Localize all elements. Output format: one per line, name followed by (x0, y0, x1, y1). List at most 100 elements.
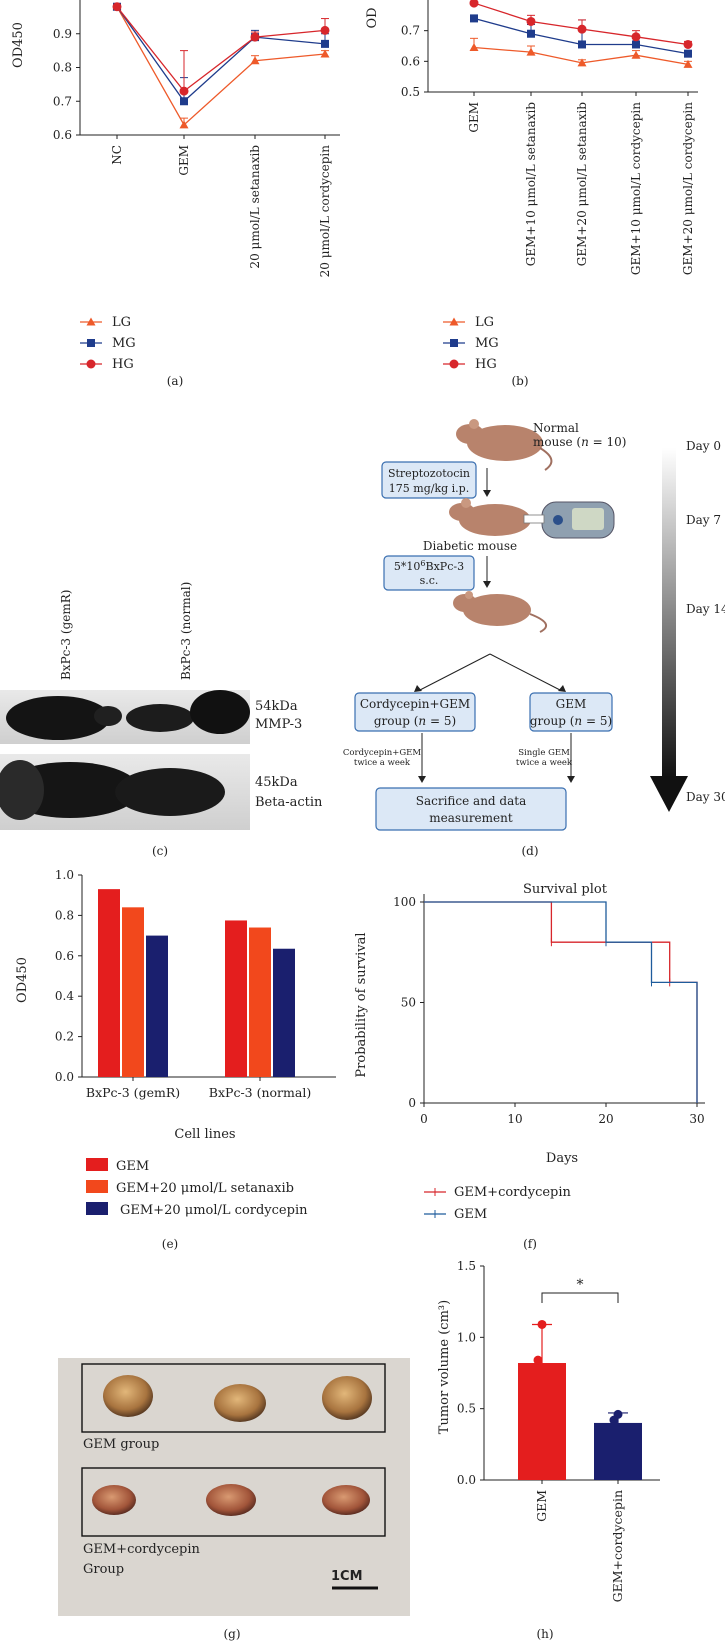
panel-f-title: Survival plot (523, 882, 608, 897)
panel-g-label: (g) (223, 1627, 240, 1641)
a-point-mg (180, 97, 188, 106)
b-series-line-hg (473, 2, 689, 46)
normal-mouse-icon (456, 419, 553, 471)
e-y-tick-label: 0.8 (55, 908, 74, 922)
panel-b-line-chart: OD 0.5 0.6 0.7 GEM GEM+10 μmol/L setanaxib GE… (365, 0, 698, 388)
e-bar-normal-1 (249, 927, 271, 1077)
b-x-tick-label: GEM+20 μmol/L cordycepin (681, 102, 695, 275)
photo-gem-group-label: GEM group (83, 1437, 159, 1452)
b-point-mg (684, 49, 692, 58)
normal-mouse-label-1: Normal (533, 421, 579, 435)
h-data-point (533, 1355, 543, 1365)
b-point-mg (632, 40, 640, 49)
panel-a-legend: LG MG HG (80, 315, 136, 372)
bxpc3-injection-route: s.c. (420, 574, 439, 587)
b-point-hg (469, 0, 479, 8)
panel-h-axes: 0.0 0.5 1.0 1.5 GEM GEM+cordycepin (457, 1259, 660, 1602)
h-significance-star: * (577, 1277, 584, 1293)
e-y-tick-label: 0.0 (55, 1070, 74, 1084)
a-x-tick-label: NC (110, 145, 124, 165)
f-legend-label: GEM+cordycepin (454, 1185, 572, 1200)
e-x-tick-label: BxPc-3 (gemR) (86, 1085, 180, 1100)
h-y-tick-label: 1.5 (457, 1259, 476, 1273)
a-y-tick-label: 0.7 (53, 94, 72, 108)
diabetic-mouse-label: Diabetic mouse (423, 539, 517, 553)
panel-b-series (469, 0, 693, 68)
panel-h-label: (h) (536, 1627, 553, 1641)
a-y-tick-label: 0.8 (53, 61, 72, 75)
a-legend-marker (86, 359, 96, 369)
b-point-hg (683, 39, 693, 49)
panel-e-bar-chart: OD450 Cell lines 0.0 0.2 0.4 0.6 0.8 1.0 BxPc-… (15, 868, 336, 1251)
panel-a-y-label: OD450 (11, 22, 26, 68)
sacrifice-label-1: Sacrifice and data (416, 794, 527, 808)
a-point-hg (112, 2, 122, 12)
a-series-line-lg (116, 6, 326, 126)
b-y-tick-label: 0.5 (401, 85, 420, 99)
e-y-tick-label: 0.2 (55, 1030, 74, 1044)
cordycepin-gem-group-label-1: Cordycepin+GEM (360, 697, 470, 711)
f-y-tick-label: 50 (401, 996, 416, 1010)
e-bar-gemr-0 (98, 889, 120, 1077)
f-survival-line-1 (424, 901, 698, 1103)
bxpc3-injection-label: 5*106BxPc-3 (394, 559, 464, 573)
gem-group-label-1: GEM (556, 697, 587, 711)
photo-gem-cordycepin-label-1: GEM+cordycepin (83, 1542, 201, 1557)
b-point-lg (577, 58, 587, 67)
gem-cordycepin-group-frame (81, 1467, 386, 1537)
panel-f-axes: 0 50 100 0 10 20 30 (393, 894, 705, 1126)
e-legend-swatch (86, 1202, 108, 1215)
panel-a-line-chart: OD450 0.6 0.7 0.8 0.9 NC GEM 20 μmol/L setanax… (11, 0, 340, 388)
gem-group-label-2: group (n = 5) (530, 714, 612, 728)
cordycepin-gem-group-label-2: group (n = 5) (374, 714, 456, 728)
a-point-lg (250, 56, 260, 65)
normal-mouse-label-2: mouse (n = 10) (533, 435, 626, 449)
a-point-hg (250, 32, 260, 42)
timeline-day-30: Day 30 (686, 790, 725, 804)
panel-a-axes: 0.6 0.7 0.8 0.9 NC GEM 20 μmol/L setanaxib 20 μ… (53, 0, 340, 277)
streptozotocin-box (381, 461, 477, 499)
blot-membrane-mmp3 (0, 690, 250, 744)
b-point-hg (631, 32, 641, 42)
a-x-tick-label: 20 μmol/L setanaxib (248, 145, 262, 269)
a-y-tick-label: 0.9 (53, 27, 72, 41)
sacrifice-label-2: measurement (429, 811, 513, 825)
gem-cordycepin-tumors (92, 1484, 370, 1516)
h-data-point (537, 1319, 547, 1329)
b-x-tick-label: GEM+10 μmol/L setanaxib (524, 102, 538, 267)
a-series-line-hg (116, 6, 326, 93)
a-legend-label: HG (112, 357, 134, 372)
streptozotocin-dose: 175 mg/kg i.p. (389, 482, 469, 495)
blot-lane-label-normal: BxPc-3 (normal) (179, 582, 193, 680)
b-point-lg (469, 43, 479, 52)
b-legend-marker (449, 359, 459, 369)
a-x-tick-label: 20 μmol/L cordycepin (318, 145, 332, 278)
panel-b-legend: LG MG HG (443, 315, 499, 372)
b-point-mg (527, 29, 535, 38)
timeline-day-14: Day 14 (686, 602, 725, 616)
panel-e-legend: GEM GEM+20 μmol/L setanaxib GEM+20 μmol/L … (86, 1158, 308, 1218)
a-legend-marker (86, 317, 96, 326)
panel-h-y-label: Tumor volume (cm³) (437, 1300, 452, 1434)
f-x-tick-label: 0 (420, 1112, 428, 1126)
b-point-hg (526, 16, 536, 26)
b-legend-label: LG (475, 315, 494, 330)
panel-f-y-label: Probability of survival (354, 932, 369, 1077)
panel-f-label: (f) (523, 1237, 537, 1251)
h-bar-0 (518, 1363, 566, 1480)
panel-c-label: (c) (152, 844, 168, 858)
panel-d-schematic: Normal mouse (n = 10) Streptozotocin 175… (343, 419, 725, 858)
h-data-point (609, 1415, 619, 1425)
gem-tumors (103, 1375, 372, 1422)
e-y-tick-label: 1.0 (55, 868, 74, 882)
panel-e-x-label: Cell lines (174, 1127, 235, 1142)
panel-a-label: (a) (167, 374, 184, 388)
b-y-tick-label: 0.7 (401, 24, 420, 38)
sacrifice-box (375, 787, 567, 831)
cordycepin-gem-dosing-note-1: Cordycepin+GEM (343, 748, 421, 758)
b-point-lg (631, 50, 641, 59)
a-point-lg (320, 49, 330, 58)
b-point-hg (577, 24, 587, 34)
panel-a-series (112, 2, 330, 129)
gem-dosing-note-1: Single GEM (518, 748, 570, 758)
